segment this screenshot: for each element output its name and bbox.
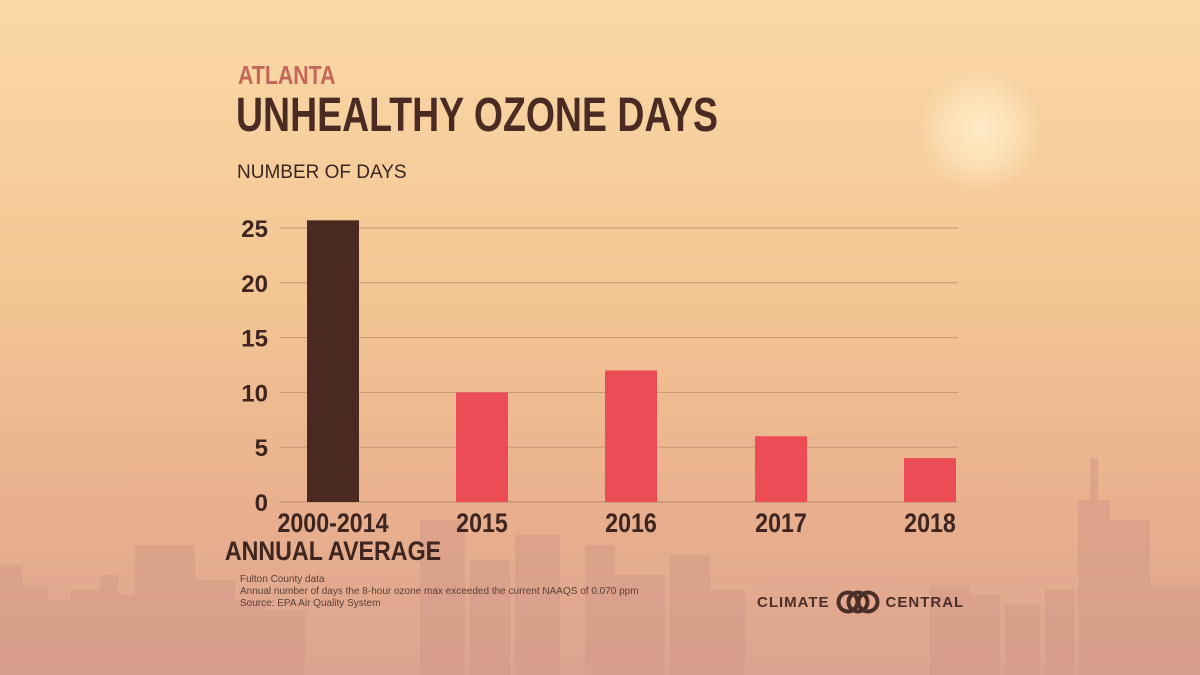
x-tick-label: 2016 [605, 508, 657, 538]
note-line: Source: EPA Air Quality System [240, 598, 381, 609]
x-tick-label: 2000-2014 [277, 508, 388, 538]
x-tick-label: 2018 [904, 508, 956, 538]
brand-word-right: CENTRAL [885, 593, 965, 611]
y-tick-label: 0 [255, 490, 268, 517]
climate-central-logo-icon [836, 590, 880, 614]
chart-eyebrow-city: ATLANTA [238, 60, 336, 90]
bar [904, 458, 956, 502]
note-line: Fulton County data [240, 574, 325, 585]
chart-title: UNHEALTHY OZONE DAYS [236, 89, 718, 142]
y-tick-label: 15 [241, 326, 268, 353]
x-tick-label: 2015 [456, 508, 508, 538]
bar [605, 370, 657, 502]
y-tick-label: 5 [255, 435, 268, 462]
bar [307, 220, 359, 502]
note-line: Annual number of days the 8-hour ozone m… [240, 586, 639, 597]
bar [755, 436, 807, 502]
brand-word-left: CLIMATE [757, 593, 830, 611]
x-tick-label: ANNUAL AVERAGE [225, 536, 441, 566]
y-tick-label: 10 [241, 380, 268, 407]
climate-central-brand: CLIMATE CENTRAL [757, 590, 964, 614]
chart-notes: Fulton County data Annual number of days… [240, 574, 639, 610]
y-tick-label: 20 [241, 271, 268, 298]
bar [456, 392, 508, 502]
x-tick-label: 2017 [755, 508, 807, 538]
sun-glow [920, 70, 1040, 190]
y-axis-label: NUMBER OF DAYS [237, 162, 407, 183]
y-tick-label: 25 [241, 216, 268, 243]
